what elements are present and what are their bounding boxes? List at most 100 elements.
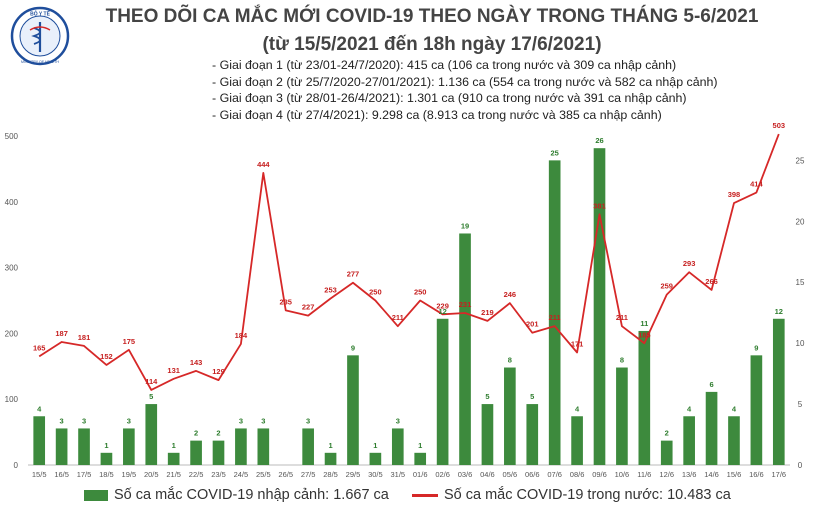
bar-imported [750, 355, 763, 465]
x-tick-label: 11/6 [637, 470, 651, 479]
bar-imported [593, 148, 606, 465]
x-tick-label: 09/6 [592, 470, 607, 479]
bar-value-label: 12 [438, 307, 446, 316]
bar-value-label: 19 [461, 221, 469, 230]
y-right-tick-label: 25 [796, 156, 805, 165]
bar-imported [302, 428, 314, 465]
bar-value-label: 3 [127, 416, 131, 425]
bar-imported [772, 318, 785, 465]
x-tick-label: 29/5 [346, 470, 361, 479]
line-value-label: 503 [773, 121, 786, 130]
y-right-tick-label: 0 [798, 461, 803, 470]
phase-summary: - Giai đoạn 1 (từ 23/01-24/7/2020): 415 … [212, 57, 718, 123]
bar-value-label: 3 [239, 416, 243, 425]
bar-value-label: 11 [640, 319, 648, 328]
y-left-tick-label: 400 [5, 198, 19, 207]
bar-imported [235, 428, 247, 465]
legend-item-imported: Số ca mắc COVID-19 nhập cảnh: 1.667 ca [84, 487, 389, 503]
bar-value-label: 8 [508, 356, 512, 365]
line-value-label: 175 [123, 337, 136, 346]
x-tick-label: 13/6 [682, 470, 697, 479]
x-tick-label: 15/6 [727, 470, 742, 479]
x-tick-label: 24/5 [234, 470, 249, 479]
x-tick-label: 08/6 [570, 470, 585, 479]
x-tick-label: 04/6 [480, 470, 495, 479]
legend-bar-swatch [84, 489, 108, 501]
bar-value-label: 12 [775, 307, 783, 316]
bar-value-label: 5 [530, 392, 534, 401]
x-tick-label: 12/6 [659, 470, 674, 479]
legend-line-swatch [412, 493, 438, 497]
x-tick-label: 16/6 [749, 470, 764, 479]
bar-imported [481, 404, 494, 465]
bar-imported [324, 452, 337, 465]
line-value-label: 293 [683, 259, 696, 268]
x-tick-label: 01/6 [413, 470, 428, 479]
x-tick-label: 15/5 [32, 470, 47, 479]
x-tick-label: 25/5 [256, 470, 271, 479]
bar-value-label: 4 [687, 404, 692, 413]
line-value-label: 227 [302, 303, 315, 312]
phase-3-text: - Giai đoạn 3 (từ 28/01-26/4/2021): 1.30… [212, 91, 687, 105]
bar-imported [145, 404, 158, 465]
bar-imported [212, 440, 225, 465]
line-domestic [38, 133, 780, 391]
line-value-label: 250 [369, 288, 382, 297]
chart-legend: Số ca mắc COVID-19 nhập cảnh: 1.667 ca S… [0, 487, 814, 507]
bar-value-label: 9 [351, 343, 355, 352]
bar-value-label: 1 [418, 441, 422, 450]
line-value-label: 185 [638, 330, 651, 339]
phase-4-text: - Giai đoạn 4 (từ 27/4/2021): 9.298 ca (… [212, 107, 662, 122]
x-tick-label: 05/6 [503, 470, 518, 479]
x-tick-label: 18/5 [99, 470, 114, 479]
line-value-label: 235 [279, 297, 292, 306]
bar-imported [414, 452, 427, 465]
x-tick-label: 22/5 [189, 470, 204, 479]
x-tick-label: 31/5 [390, 470, 405, 479]
bar-value-label: 8 [620, 356, 624, 365]
x-tick-label: 19/5 [122, 470, 137, 479]
bar-imported [683, 416, 695, 465]
bar-imported [504, 367, 516, 465]
line-value-label: 277 [347, 270, 360, 279]
x-tick-label: 26/5 [278, 470, 293, 479]
bar-value-label: 4 [732, 404, 737, 413]
bar-imported [571, 416, 583, 465]
bar-value-label: 1 [172, 441, 176, 450]
line-value-label: 211 [616, 313, 628, 322]
line-value-label: 171 [571, 339, 584, 348]
ministry-of-health-logo: BỘ Y TẾ MINISTRY OF HEALTH [10, 6, 70, 66]
x-tick-label: 17/5 [77, 470, 92, 479]
line-value-label: 152 [100, 352, 113, 361]
phase-1-text: - Giai đoạn 1 (từ 23/01-24/7/2020): 415 … [212, 58, 677, 72]
x-tick-label: 28/5 [323, 470, 338, 479]
line-value-label: 246 [504, 290, 517, 299]
line-value-label: 181 [78, 333, 91, 342]
bar-value-label: 3 [396, 416, 400, 425]
bar-value-label: 3 [306, 416, 310, 425]
x-tick-label: 06/6 [525, 470, 540, 479]
x-tick-label: 17/6 [771, 470, 786, 479]
bar-value-label: 1 [373, 441, 377, 450]
bar-value-label: 6 [709, 380, 713, 389]
line-value-label: 444 [257, 160, 270, 169]
bar-imported [616, 367, 628, 465]
bar-value-label: 2 [194, 429, 198, 438]
bar-imported [660, 440, 673, 465]
bar-value-label: 5 [485, 392, 489, 401]
line-value-label: 201 [526, 320, 539, 329]
bar-value-label: 25 [551, 148, 559, 157]
line-value-label: 114 [145, 377, 158, 386]
bar-value-label: 3 [261, 416, 265, 425]
bar-imported [638, 330, 651, 465]
y-left-tick-label: 100 [5, 395, 19, 404]
line-value-label: 414 [750, 180, 763, 189]
line-value-label: 129 [212, 367, 225, 376]
x-tick-label: 30/5 [368, 470, 383, 479]
bar-imported [257, 428, 270, 465]
chart-title: THEO DÕI CA MẮC MỚI COVID-19 THEO NGÀY T… [105, 6, 759, 27]
bar-imported [436, 318, 449, 465]
bar-imported [78, 428, 90, 465]
y-right-tick-label: 20 [796, 217, 805, 226]
